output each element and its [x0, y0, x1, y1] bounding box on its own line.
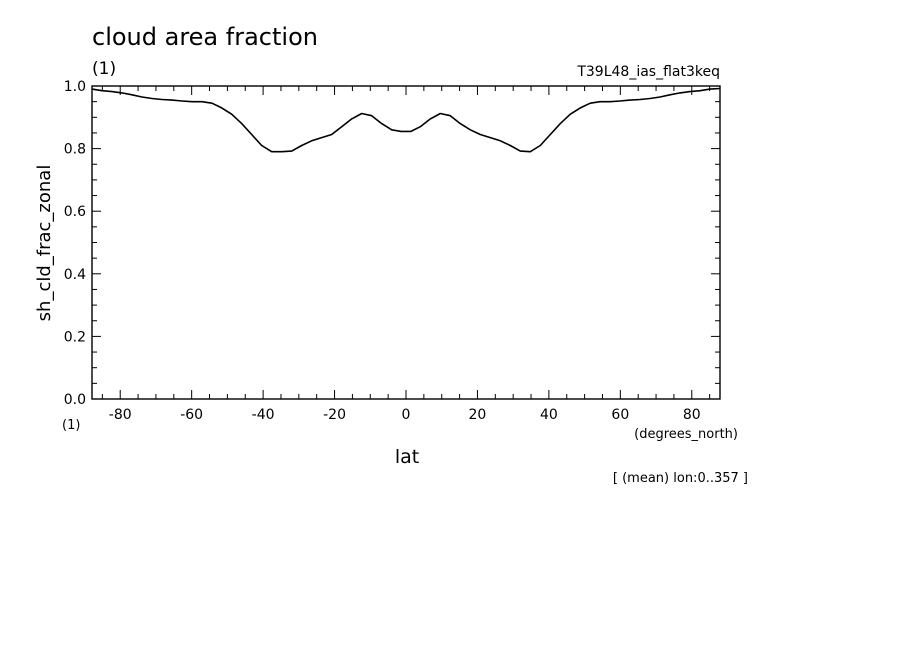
x-tick-label: -20 [323, 407, 346, 423]
run-label: T39L48_ias_flat3keq [576, 64, 720, 80]
x-tick-label: -40 [252, 407, 275, 423]
y-tick-label: 1.0 [64, 79, 86, 95]
x-tick-label: -60 [180, 407, 203, 423]
y-tick-label: 0.0 [64, 392, 86, 408]
y-tick-labels: 0.0 0.2 0.4 0.6 0.8 1.0 [64, 79, 86, 408]
series-line [91, 87, 721, 153]
x-tick-label: -80 [109, 407, 132, 423]
y-tick-label: 0.6 [64, 204, 86, 220]
title-unit: (1) [92, 59, 116, 79]
x-tick-label: 80 [683, 407, 701, 423]
axis-ticks [92, 85, 720, 400]
x-tick-label: 20 [469, 407, 487, 423]
y-tick-label: 0.4 [64, 267, 86, 283]
x-axis-label: lat [395, 446, 419, 468]
x-tick-labels: -80 -60 -40 -20 0 20 40 60 80 [109, 407, 701, 423]
x-tick-label: 0 [402, 407, 411, 423]
x-unit: (degrees_north) [634, 427, 738, 442]
x-tick-label: 60 [611, 407, 629, 423]
y-unit: (1) [62, 418, 80, 433]
x-tick-label: 40 [540, 407, 558, 423]
plot-frame [91, 85, 721, 400]
y-axis-label: sh_cld_frac_zonal [34, 165, 55, 322]
footnote: [ (mean) lon:0..357 ] [613, 471, 748, 486]
series-group [91, 87, 721, 153]
y-tick-label: 0.2 [64, 329, 86, 345]
chart-title: cloud area fraction [92, 23, 318, 51]
y-tick-label: 0.8 [64, 142, 86, 158]
